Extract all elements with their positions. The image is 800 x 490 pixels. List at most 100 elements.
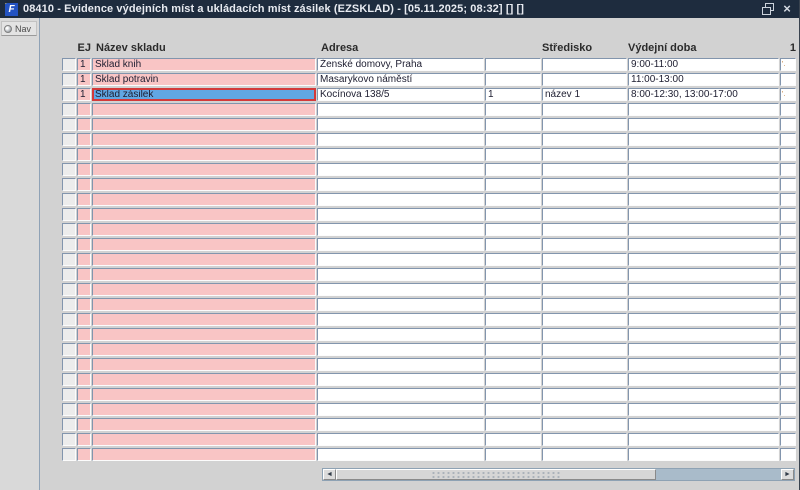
cell-stredisko_cislo[interactable]: [485, 328, 541, 341]
cell-last[interactable]: [780, 118, 796, 131]
cell-stredisko_cislo[interactable]: [485, 73, 541, 86]
cell-last[interactable]: [780, 403, 796, 416]
cell-stredisko_cislo[interactable]: 1: [485, 88, 541, 101]
cell-adresa[interactable]: [317, 208, 484, 221]
cell-ej[interactable]: [77, 418, 91, 431]
cell-adresa[interactable]: [317, 313, 484, 326]
row-selector[interactable]: [62, 163, 76, 176]
cell-vydejni_doba[interactable]: [628, 163, 779, 176]
cell-nazev[interactable]: [92, 358, 316, 371]
cell-adresa[interactable]: [317, 193, 484, 206]
cell-vydejni_doba[interactable]: [628, 328, 779, 341]
cell-last[interactable]: '.: [780, 88, 796, 101]
cell-ej[interactable]: [77, 193, 91, 206]
row-selector[interactable]: [62, 268, 76, 281]
cell-ej[interactable]: [77, 388, 91, 401]
cell-adresa[interactable]: [317, 448, 484, 461]
cell-stredisko_cislo[interactable]: [485, 433, 541, 446]
row-selector[interactable]: [62, 118, 76, 131]
cell-vydejni_doba[interactable]: [628, 313, 779, 326]
cell-adresa[interactable]: [317, 418, 484, 431]
cell-adresa[interactable]: [317, 283, 484, 296]
cell-stredisko[interactable]: [542, 118, 627, 131]
row-selector[interactable]: [62, 193, 76, 206]
cell-vydejni_doba[interactable]: [628, 148, 779, 161]
cell-last[interactable]: [780, 103, 796, 116]
column-header-stredisko[interactable]: Středisko: [542, 42, 593, 54]
cell-stredisko[interactable]: [542, 208, 627, 221]
cell-stredisko[interactable]: [542, 73, 627, 86]
cell-stredisko[interactable]: [542, 298, 627, 311]
row-selector[interactable]: [62, 253, 76, 266]
cell-stredisko[interactable]: [542, 58, 627, 71]
cell-nazev[interactable]: [92, 208, 316, 221]
cell-stredisko[interactable]: [542, 283, 627, 296]
cell-adresa[interactable]: [317, 178, 484, 191]
cell-stredisko[interactable]: [542, 268, 627, 281]
cell-last[interactable]: [780, 283, 796, 296]
cell-ej[interactable]: [77, 103, 91, 116]
cell-vydejni_doba[interactable]: [628, 388, 779, 401]
cell-stredisko[interactable]: [542, 148, 627, 161]
cell-last[interactable]: [780, 133, 796, 146]
cell-nazev[interactable]: [92, 133, 316, 146]
cell-stredisko_cislo[interactable]: [485, 343, 541, 356]
cell-vydejni_doba[interactable]: [628, 133, 779, 146]
cell-nazev[interactable]: [92, 103, 316, 116]
cell-nazev[interactable]: [92, 328, 316, 341]
cell-stredisko[interactable]: [542, 133, 627, 146]
cell-stredisko[interactable]: [542, 103, 627, 116]
cell-nazev[interactable]: [92, 238, 316, 251]
cell-nazev[interactable]: [92, 343, 316, 356]
row-selector[interactable]: [62, 58, 76, 71]
cell-adresa[interactable]: [317, 373, 484, 386]
cell-nazev[interactable]: [92, 118, 316, 131]
cell-last[interactable]: [780, 328, 796, 341]
row-selector[interactable]: [62, 433, 76, 446]
cell-adresa[interactable]: Ženské domovy, Praha: [317, 58, 484, 71]
cell-stredisko[interactable]: [542, 253, 627, 266]
cell-nazev[interactable]: Sklad zásilek: [92, 88, 316, 101]
cell-last[interactable]: [780, 268, 796, 281]
horizontal-scrollbar[interactable]: ◄ ►: [322, 468, 795, 481]
row-selector[interactable]: [62, 178, 76, 191]
cell-stredisko_cislo[interactable]: [485, 58, 541, 71]
cell-stredisko_cislo[interactable]: [485, 268, 541, 281]
cell-ej[interactable]: [77, 298, 91, 311]
row-selector[interactable]: [62, 358, 76, 371]
cell-vydejni_doba[interactable]: [628, 433, 779, 446]
cell-vydejni_doba[interactable]: [628, 448, 779, 461]
cell-stredisko_cislo[interactable]: [485, 283, 541, 296]
cell-ej[interactable]: [77, 118, 91, 131]
cell-stredisko_cislo[interactable]: [485, 448, 541, 461]
cell-nazev[interactable]: [92, 268, 316, 281]
column-header-ej[interactable]: EJ: [77, 42, 91, 54]
cell-last[interactable]: [780, 298, 796, 311]
cell-ej[interactable]: [77, 358, 91, 371]
cell-last[interactable]: [780, 358, 796, 371]
cell-ej[interactable]: [77, 178, 91, 191]
cell-last[interactable]: [780, 253, 796, 266]
cell-last[interactable]: [780, 163, 796, 176]
row-selector[interactable]: [62, 418, 76, 431]
cell-ej[interactable]: 1: [77, 58, 91, 71]
cell-stredisko_cislo[interactable]: [485, 103, 541, 116]
cell-adresa[interactable]: [317, 253, 484, 266]
cell-vydejni_doba[interactable]: [628, 103, 779, 116]
cell-adresa[interactable]: Masarykovo náměstí: [317, 73, 484, 86]
cell-stredisko[interactable]: [542, 343, 627, 356]
scroll-right-arrow-icon[interactable]: ►: [781, 469, 794, 480]
cell-ej[interactable]: [77, 283, 91, 296]
cell-stredisko_cislo[interactable]: [485, 133, 541, 146]
cell-ej[interactable]: [77, 373, 91, 386]
cell-stredisko[interactable]: [542, 358, 627, 371]
cell-vydejni_doba[interactable]: [628, 238, 779, 251]
cell-last[interactable]: [780, 208, 796, 221]
cell-stredisko[interactable]: [542, 163, 627, 176]
cell-ej[interactable]: [77, 343, 91, 356]
cell-ej[interactable]: [77, 148, 91, 161]
cell-stredisko_cislo[interactable]: [485, 238, 541, 251]
cell-vydejni_doba[interactable]: [628, 403, 779, 416]
cell-ej[interactable]: [77, 238, 91, 251]
cell-last[interactable]: [780, 418, 796, 431]
